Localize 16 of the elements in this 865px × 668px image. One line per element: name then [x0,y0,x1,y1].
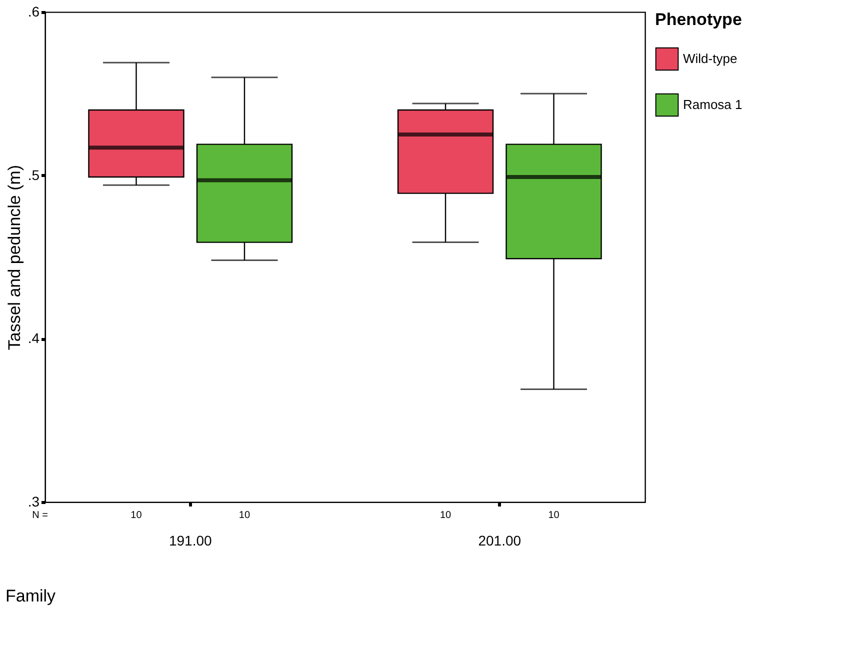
y-axis-title: Tassel and peduncle (m) [4,164,24,350]
x-axis-title: Family [6,586,56,606]
text: 10 [548,510,560,521]
y-tick-label: .5 [28,166,40,183]
y-tick-label: .6 [28,4,40,20]
y-tick-label: .4 [28,330,40,346]
legend-title: Phenotype [655,10,742,29]
x-tick-label: 191.00 [168,532,212,548]
y-tick-label: .3 [28,494,40,510]
x-tick-label: 201.00 [478,532,522,548]
legend-label: Wild-type [683,51,738,66]
text: 10 [238,510,250,521]
text: N = [32,510,48,521]
text: 10 [130,510,142,521]
text: 10 [440,510,452,521]
legend-label: Ramosa 1 [683,97,742,112]
